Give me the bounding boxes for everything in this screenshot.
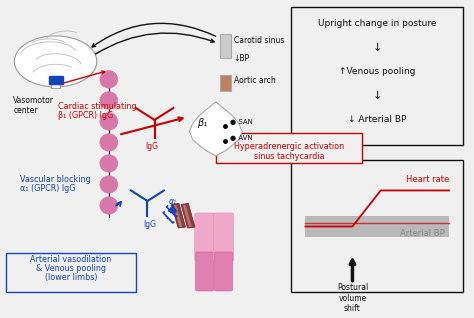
Text: Carotid sinus: Carotid sinus (234, 36, 284, 45)
Bar (172, 204, 185, 228)
Ellipse shape (14, 36, 97, 87)
Bar (305, 216, 449, 237)
Text: Vascular blocking: Vascular blocking (20, 176, 91, 184)
FancyBboxPatch shape (214, 252, 233, 291)
Bar (51, 80, 60, 88)
Text: ↓BP: ↓BP (234, 54, 250, 63)
Text: Arterial BP: Arterial BP (400, 230, 444, 238)
Bar (183, 205, 191, 227)
FancyBboxPatch shape (195, 213, 215, 261)
Text: ↓: ↓ (373, 91, 382, 101)
Text: Postural
volume
shift: Postural volume shift (337, 283, 368, 313)
Ellipse shape (100, 155, 118, 172)
Text: Cardiac stimulating: Cardiac stimulating (58, 102, 137, 111)
Text: IgG: IgG (146, 142, 159, 151)
Text: Heart rate: Heart rate (406, 176, 449, 184)
Text: α₁ (GPCR) IgG: α₁ (GPCR) IgG (20, 184, 76, 193)
Text: (lower limbs): (lower limbs) (45, 273, 97, 282)
Text: ● AVN: ● AVN (230, 135, 253, 141)
Ellipse shape (100, 176, 118, 193)
Polygon shape (190, 102, 242, 156)
Bar (6, 253, 136, 293)
FancyBboxPatch shape (196, 252, 214, 291)
Text: sinus tachycardia: sinus tachycardia (254, 152, 324, 161)
Text: ↓ Arterial BP: ↓ Arterial BP (348, 115, 406, 124)
Bar (291, 161, 463, 293)
Text: ↓: ↓ (373, 43, 382, 53)
Text: Aortic arch: Aortic arch (234, 76, 275, 86)
Bar (219, 34, 231, 59)
Bar (48, 76, 63, 84)
Ellipse shape (100, 71, 118, 88)
Ellipse shape (100, 134, 118, 151)
Text: ● SAN: ● SAN (230, 120, 253, 125)
Text: & Venous pooling: & Venous pooling (36, 264, 106, 273)
Bar (216, 134, 362, 163)
Bar (181, 204, 195, 228)
Bar (173, 205, 182, 227)
Text: Arterial vasodilation: Arterial vasodilation (30, 255, 111, 264)
Text: IgG: IgG (143, 220, 156, 230)
Bar (291, 7, 463, 145)
Text: Hyperadrenergic activation: Hyperadrenergic activation (234, 142, 344, 151)
Text: α₁: α₁ (169, 197, 177, 206)
Ellipse shape (100, 92, 118, 109)
FancyBboxPatch shape (213, 213, 234, 261)
Text: β₁ (GPCR) IgG: β₁ (GPCR) IgG (58, 111, 113, 120)
Ellipse shape (100, 113, 118, 130)
Ellipse shape (100, 197, 118, 214)
Text: ↑Venous pooling: ↑Venous pooling (339, 67, 415, 76)
Text: Upright change in posture: Upright change in posture (318, 19, 437, 28)
Bar (219, 75, 231, 91)
Text: Vasomotor
center: Vasomotor center (13, 96, 54, 115)
Text: β₁: β₁ (197, 118, 207, 128)
